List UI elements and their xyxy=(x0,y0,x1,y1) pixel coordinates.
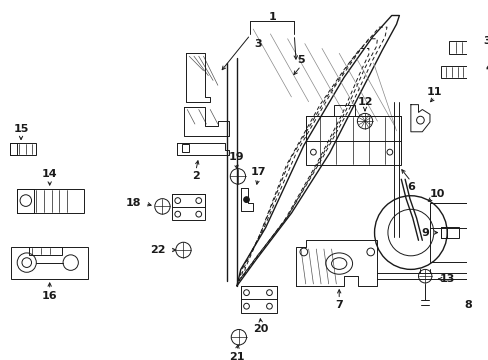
Bar xyxy=(441,227,458,238)
Bar xyxy=(17,189,34,213)
Text: 16: 16 xyxy=(42,291,58,301)
Bar xyxy=(467,240,485,258)
Text: 20: 20 xyxy=(253,324,268,334)
Bar xyxy=(11,247,88,279)
Bar xyxy=(240,286,277,313)
Bar xyxy=(10,143,17,155)
Bar xyxy=(172,194,205,220)
Text: 19: 19 xyxy=(228,152,244,162)
Text: 10: 10 xyxy=(429,189,445,199)
Bar xyxy=(448,41,475,54)
Text: 4: 4 xyxy=(484,63,488,73)
Bar xyxy=(240,286,277,300)
Text: 6: 6 xyxy=(406,182,414,192)
Bar xyxy=(441,66,477,77)
Bar xyxy=(29,247,62,255)
Text: 7: 7 xyxy=(335,300,343,310)
Text: 12: 12 xyxy=(357,97,372,107)
Bar xyxy=(172,194,205,207)
Circle shape xyxy=(243,197,249,203)
Text: 9: 9 xyxy=(420,228,428,238)
Text: 15: 15 xyxy=(13,124,29,134)
Text: 1: 1 xyxy=(268,13,276,22)
Text: 2: 2 xyxy=(192,171,199,181)
Text: 3: 3 xyxy=(483,36,488,46)
Text: 22: 22 xyxy=(150,245,165,255)
Text: 13: 13 xyxy=(439,274,454,284)
Bar xyxy=(10,143,36,155)
Bar xyxy=(305,116,401,140)
Bar xyxy=(429,203,472,228)
Text: 18: 18 xyxy=(126,198,141,208)
Text: 3: 3 xyxy=(254,39,261,49)
Text: 17: 17 xyxy=(250,167,265,177)
Text: 21: 21 xyxy=(229,352,244,360)
Text: 14: 14 xyxy=(42,170,58,179)
Bar xyxy=(17,189,84,213)
Text: 5: 5 xyxy=(297,55,304,65)
Bar xyxy=(467,199,485,216)
Bar xyxy=(305,116,401,165)
Bar xyxy=(429,203,472,262)
Text: 11: 11 xyxy=(426,87,442,97)
Bar xyxy=(181,144,189,152)
Bar xyxy=(334,105,355,116)
Bar xyxy=(441,227,446,238)
Text: 8: 8 xyxy=(464,300,471,310)
